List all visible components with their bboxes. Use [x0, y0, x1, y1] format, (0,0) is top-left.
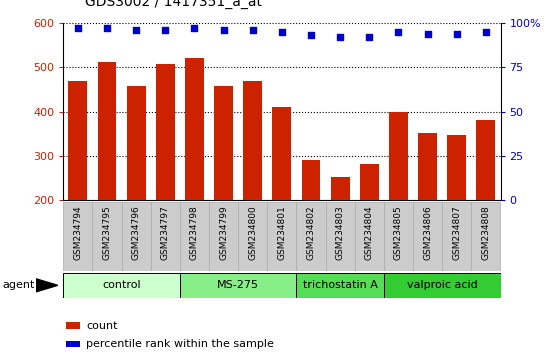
Point: [132, 27, 141, 33]
Text: percentile rank within the sample: percentile rank within the sample: [86, 339, 274, 349]
Bar: [122, 202, 151, 271]
Text: GSM234800: GSM234800: [248, 205, 257, 260]
Bar: [389, 112, 408, 289]
Text: trichostatin A: trichostatin A: [302, 280, 378, 290]
Point: [365, 34, 374, 40]
Bar: [331, 177, 350, 289]
Bar: [67, 322, 80, 329]
Point: [248, 27, 257, 33]
Bar: [243, 80, 262, 289]
Point: [102, 25, 111, 31]
Bar: [301, 160, 321, 289]
Bar: [471, 202, 500, 271]
Text: GSM234801: GSM234801: [277, 205, 287, 260]
Text: agent: agent: [3, 280, 35, 290]
Bar: [476, 120, 496, 289]
Point: [277, 29, 286, 35]
Point: [482, 29, 491, 35]
Bar: [151, 202, 180, 271]
Text: count: count: [86, 321, 118, 331]
Point: [74, 25, 82, 31]
Text: GSM234796: GSM234796: [131, 205, 141, 260]
Bar: [180, 273, 296, 298]
Text: GSM234794: GSM234794: [73, 205, 82, 260]
Text: GSM234805: GSM234805: [394, 205, 403, 260]
Point: [161, 27, 169, 33]
Point: [423, 31, 432, 36]
Text: GSM234807: GSM234807: [452, 205, 461, 260]
Bar: [418, 133, 437, 289]
Bar: [214, 86, 233, 289]
Text: GSM234795: GSM234795: [102, 205, 112, 260]
Bar: [67, 341, 80, 347]
Bar: [360, 164, 379, 289]
Text: GSM234797: GSM234797: [161, 205, 170, 260]
Bar: [92, 202, 122, 271]
Bar: [384, 273, 500, 298]
Text: GSM234808: GSM234808: [481, 205, 491, 260]
Text: GDS3002 / 1417351_a_at: GDS3002 / 1417351_a_at: [85, 0, 262, 9]
Bar: [63, 273, 180, 298]
Point: [190, 25, 199, 31]
Polygon shape: [36, 279, 58, 292]
Bar: [68, 81, 87, 289]
Bar: [180, 202, 209, 271]
Point: [452, 31, 461, 36]
Text: GSM234799: GSM234799: [219, 205, 228, 260]
Bar: [326, 202, 355, 271]
Bar: [272, 107, 292, 289]
Bar: [238, 202, 267, 271]
Text: GSM234802: GSM234802: [306, 205, 316, 260]
Bar: [413, 202, 442, 271]
Text: GSM234806: GSM234806: [423, 205, 432, 260]
Point: [394, 29, 403, 35]
Bar: [447, 135, 466, 289]
Text: GSM234804: GSM234804: [365, 205, 374, 260]
Bar: [296, 202, 326, 271]
Text: control: control: [102, 280, 141, 290]
Bar: [126, 86, 146, 289]
Text: GSM234798: GSM234798: [190, 205, 199, 260]
Bar: [209, 202, 238, 271]
Text: valproic acid: valproic acid: [407, 280, 477, 290]
Bar: [63, 202, 92, 271]
Bar: [97, 62, 117, 289]
Text: MS-275: MS-275: [217, 280, 259, 290]
Bar: [296, 273, 384, 298]
Bar: [267, 202, 296, 271]
Point: [219, 27, 228, 33]
Bar: [185, 57, 204, 289]
Bar: [355, 202, 384, 271]
Bar: [384, 202, 413, 271]
Point: [336, 34, 344, 40]
Point: [307, 33, 316, 38]
Bar: [442, 202, 471, 271]
Text: GSM234803: GSM234803: [336, 205, 345, 260]
Bar: [156, 64, 175, 289]
